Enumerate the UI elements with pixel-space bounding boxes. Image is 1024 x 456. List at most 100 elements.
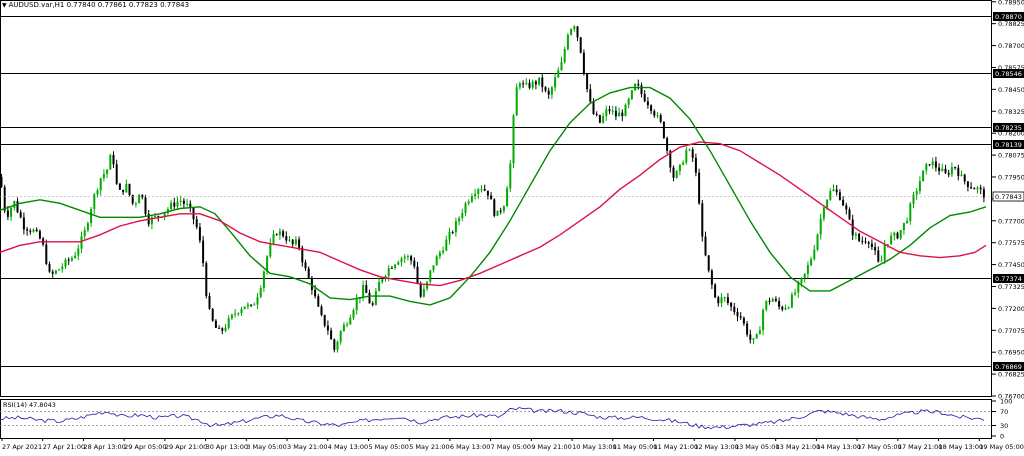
candle <box>237 312 240 317</box>
candle <box>739 312 742 321</box>
candle <box>499 207 502 215</box>
candle-body <box>259 288 262 297</box>
y-tick-label: 0.77200 <box>998 305 1024 313</box>
candle <box>688 148 691 152</box>
candle-body <box>515 87 518 116</box>
candle-body <box>842 199 845 206</box>
candle <box>957 164 960 181</box>
candle <box>726 293 729 306</box>
candle-body <box>445 239 448 251</box>
candle-body <box>877 250 880 262</box>
candle <box>979 184 982 195</box>
candle-body <box>518 83 521 88</box>
candle-body <box>218 327 221 329</box>
candle <box>246 302 249 310</box>
candle-body <box>451 231 454 233</box>
candle <box>861 236 864 245</box>
candle-body <box>195 219 198 228</box>
candle-body <box>528 82 531 88</box>
candle-body <box>128 183 131 195</box>
candle-body <box>851 219 854 236</box>
candle <box>480 185 483 193</box>
candle-body <box>416 266 419 284</box>
candle-body <box>698 172 701 204</box>
candle-body <box>19 212 22 218</box>
x-tick-label: 5 May 21:00 <box>409 443 449 451</box>
x-tick-label: 19 May 05:00 <box>979 443 1024 451</box>
candle-body <box>922 170 925 182</box>
y-tick-label: 0.78075 <box>998 152 1024 160</box>
candles <box>0 25 985 353</box>
candle <box>435 254 438 266</box>
candle-body <box>746 323 749 335</box>
candle <box>253 302 256 306</box>
candle <box>106 168 109 179</box>
candle <box>672 165 675 182</box>
candle-body <box>125 183 128 193</box>
level-price-label: 0.78235 <box>995 124 1022 132</box>
candle <box>746 320 749 337</box>
candle <box>880 255 883 262</box>
level-price-box <box>993 123 1024 132</box>
candle <box>390 266 393 269</box>
candle <box>758 326 761 335</box>
candle <box>835 185 838 196</box>
candle-body <box>138 194 141 204</box>
candle-body <box>461 213 464 219</box>
candle-body <box>707 255 710 271</box>
candle <box>547 87 550 99</box>
triangle-down-icon[interactable]: ▼ <box>2 2 7 9</box>
candle-body <box>269 243 272 257</box>
candle-body <box>339 331 342 342</box>
candle <box>176 196 179 211</box>
candle <box>682 160 685 166</box>
candle-body <box>406 256 409 258</box>
candle-body <box>621 112 624 117</box>
candle <box>490 192 493 200</box>
candle <box>598 114 601 124</box>
candle-body <box>618 112 621 117</box>
candle <box>608 105 611 115</box>
candle-body <box>90 209 93 224</box>
candle-body <box>227 318 230 328</box>
candle <box>48 261 51 273</box>
candle <box>451 230 454 235</box>
candle-body <box>234 313 237 315</box>
candle-body <box>96 190 99 195</box>
candle-body <box>566 34 569 50</box>
candle-body <box>266 256 269 272</box>
candle <box>51 269 54 278</box>
candle-body <box>822 207 825 219</box>
x-tick-label: 27 Apr 2021 <box>2 443 42 451</box>
candle-body <box>602 116 605 123</box>
candle <box>61 263 64 273</box>
candle <box>346 321 349 328</box>
candle <box>544 86 547 93</box>
candle-body <box>80 236 83 249</box>
x-tick-label: 5 May 05:00 <box>368 443 408 451</box>
candle <box>582 49 585 76</box>
candle <box>262 270 265 292</box>
candle-body <box>426 281 429 289</box>
candle-body <box>864 241 867 243</box>
x-tick-label: 3 May 05:00 <box>246 443 286 451</box>
candle-body <box>694 157 697 173</box>
candle <box>842 196 845 207</box>
candle <box>445 235 448 252</box>
candle <box>250 304 253 307</box>
y-tick-label: 0.78950 <box>998 0 1024 6</box>
level-price-label: 0.76869 <box>995 363 1022 371</box>
candle-body <box>403 256 406 259</box>
candle <box>26 227 29 236</box>
candle <box>109 153 112 170</box>
symbol-line: AUDUSD.var,H1 0.77840 0.77861 0.77823 0.… <box>8 1 190 9</box>
candle <box>461 208 464 222</box>
candle <box>96 188 99 198</box>
candle-body <box>534 81 537 85</box>
candle <box>611 106 614 115</box>
candle <box>502 205 505 214</box>
candle <box>221 327 224 335</box>
y-tick-label: 0.76700 <box>998 393 1024 401</box>
